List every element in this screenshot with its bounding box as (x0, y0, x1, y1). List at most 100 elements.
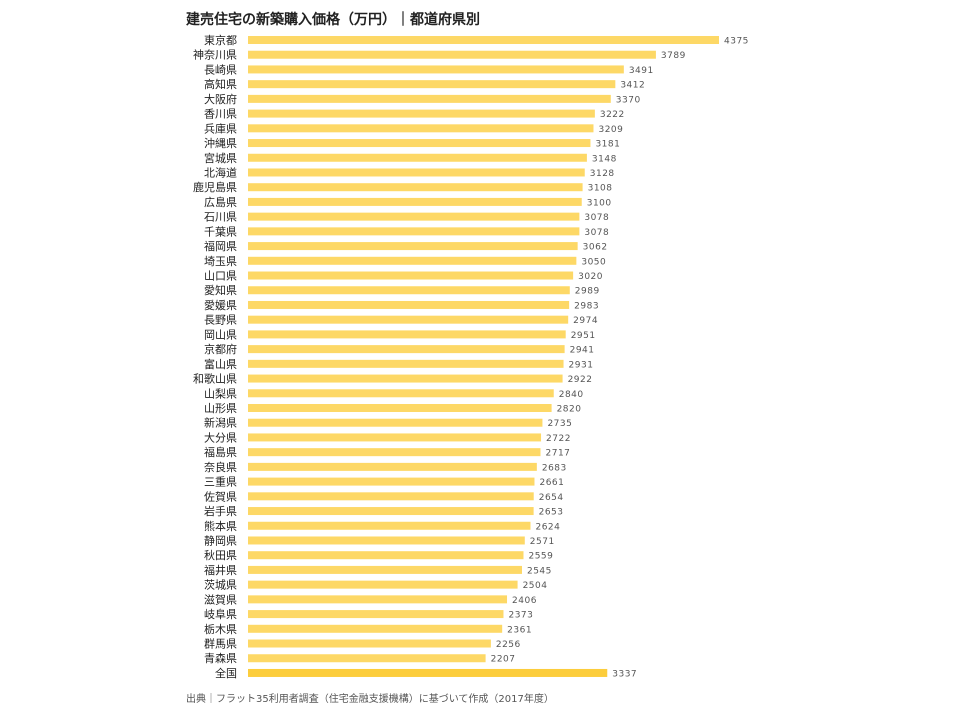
category-label: 宮城県 (204, 151, 237, 165)
category-label: 石川県 (204, 211, 237, 224)
bar (248, 212, 580, 221)
value-label: 3148 (592, 154, 617, 164)
value-label: 2989 (575, 287, 600, 297)
value-label: 3078 (584, 228, 609, 238)
value-label: 2717 (546, 449, 571, 459)
category-label: 全国 (215, 666, 237, 680)
bar (248, 477, 535, 486)
category-label: 大分県 (204, 430, 237, 444)
value-label: 2504 (523, 581, 548, 591)
bar (248, 271, 574, 280)
bar (248, 448, 541, 457)
bar (248, 315, 569, 324)
bar (248, 565, 522, 574)
value-label: 3789 (661, 51, 686, 61)
bar (248, 300, 570, 309)
value-label: 2661 (539, 478, 564, 488)
value-label: 2735 (547, 419, 572, 429)
bar (248, 404, 552, 412)
bar (248, 536, 525, 545)
bar (248, 521, 531, 530)
category-label: 北海道 (204, 165, 237, 179)
bar (248, 359, 564, 368)
category-label: 神奈川県 (193, 48, 237, 62)
bar (248, 242, 578, 251)
category-label: 兵庫県 (204, 121, 237, 135)
bar (248, 433, 542, 442)
category-label: 静岡県 (204, 533, 237, 547)
category-label: 茨城県 (204, 578, 237, 592)
value-label: 2624 (535, 522, 560, 532)
value-label: 2361 (507, 625, 532, 635)
category-label: 秋田県 (204, 548, 237, 562)
category-label: 山形県 (204, 402, 237, 415)
value-label: 3128 (590, 169, 615, 179)
category-label: 富山県 (204, 357, 237, 371)
category-label: 埼玉県 (204, 254, 237, 268)
category-label: 広島県 (204, 195, 237, 209)
bar (248, 639, 491, 648)
bar (248, 507, 534, 516)
bar (248, 389, 554, 398)
category-label: 熊本県 (204, 519, 237, 533)
category-label: 和歌山県 (193, 372, 237, 386)
category-label: 新潟県 (204, 416, 237, 430)
value-label: 2931 (569, 360, 594, 370)
bar-national (248, 668, 608, 677)
category-label: 京都府 (204, 342, 237, 356)
value-label: 2207 (491, 655, 516, 665)
category-label: 岐阜県 (204, 608, 237, 621)
category-label: 滋賀県 (204, 593, 237, 606)
bar (248, 595, 508, 604)
category-label: 青森県 (204, 651, 237, 665)
bar (248, 94, 611, 103)
category-label: 群馬県 (204, 637, 237, 651)
value-label: 2820 (557, 405, 582, 415)
bar (248, 256, 577, 265)
bar (248, 109, 595, 118)
category-label: 香川県 (204, 108, 237, 121)
category-label: 岡山県 (204, 328, 237, 341)
chart-title: 建売住宅の新築購入価格（万円）｜都道府県別 (186, 12, 480, 28)
category-label: 福島県 (204, 445, 237, 459)
bar (248, 227, 580, 236)
bar (248, 153, 587, 162)
category-label: 三重県 (204, 475, 237, 489)
value-label: 3108 (588, 184, 613, 194)
value-label: 3062 (583, 243, 608, 253)
bar (248, 50, 656, 59)
bar (248, 624, 503, 633)
category-label: 山口県 (204, 270, 237, 283)
value-label: 2683 (542, 463, 567, 473)
category-label: 大阪府 (204, 92, 237, 106)
bar (248, 183, 583, 192)
category-label: 高知県 (204, 77, 237, 91)
value-label: 2545 (527, 566, 552, 576)
category-label: 沖縄県 (204, 136, 237, 150)
source-note: 出典｜フラット35利用者調査（住宅金融支援機構）に基づいて作成（2017年度） (186, 694, 554, 705)
value-label: 2941 (570, 346, 595, 356)
category-label: 長崎県 (204, 62, 237, 76)
category-label: 東京都 (204, 33, 237, 47)
category-label: 鹿児島県 (193, 180, 237, 194)
value-label: 3100 (587, 198, 612, 208)
category-label: 愛媛県 (204, 298, 237, 312)
value-label: 2840 (559, 390, 584, 400)
category-label: 愛知県 (204, 283, 237, 297)
value-label: 2983 (574, 301, 599, 311)
value-label: 3020 (578, 272, 603, 282)
bar (248, 80, 616, 89)
bar (248, 654, 486, 663)
value-label: 2571 (530, 537, 555, 547)
value-label: 2653 (539, 508, 564, 518)
bar (248, 286, 570, 295)
bar (248, 345, 565, 354)
bar (248, 124, 594, 133)
bar (248, 551, 524, 560)
value-label: 2559 (528, 552, 553, 562)
value-label: 3050 (581, 257, 606, 267)
bar (248, 197, 582, 206)
category-label: 福岡県 (204, 239, 237, 253)
value-label: 3181 (595, 140, 620, 150)
